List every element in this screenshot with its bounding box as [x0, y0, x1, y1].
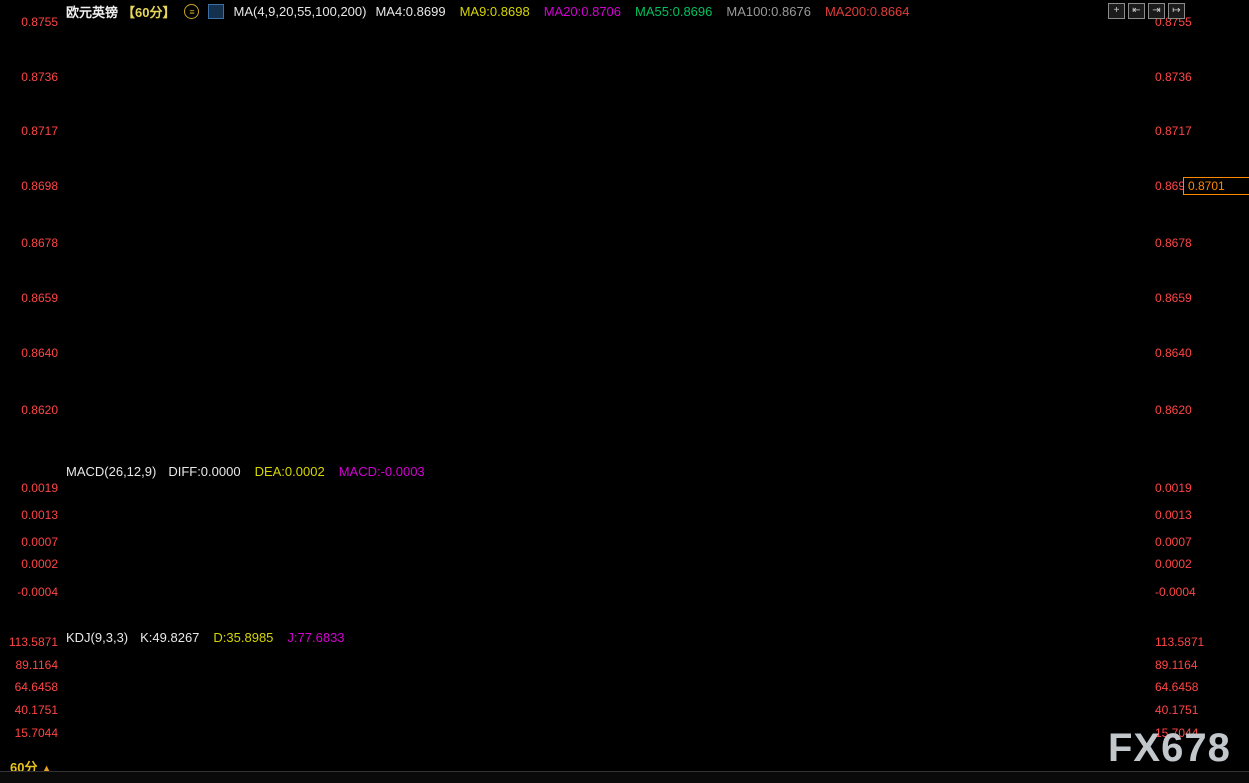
axis-tick-label: 113.5871 [8, 635, 58, 649]
axis-tick-label: 0.0002 [1155, 557, 1192, 572]
axis-tick-label: 0.0007 [1155, 534, 1192, 549]
axis-shift-right-icon[interactable]: ⇥ [1148, 3, 1165, 19]
axis-shift-left-icon[interactable]: ⇤ [1128, 3, 1145, 19]
axis-tick-label: 0.8640 [21, 345, 58, 360]
menu-circle-icon[interactable]: ≡ [184, 4, 200, 19]
period-up-arrow-icon: ▲ [41, 763, 52, 775]
axis-tick-label: 0.0002 [21, 557, 58, 572]
axis-tick-label: 0.8717 [1155, 124, 1192, 139]
kdj-header: KDJ(9,3,3) K:49.8267 D:35.8985 J:77.6833 [66, 630, 345, 645]
axis-tick-label: 0.0019 [1155, 480, 1192, 495]
macd-values: DIFF:0.0000 DEA:0.0002 MACD:-0.0003 [168, 464, 424, 479]
axis-tick-label: 40.1751 [1155, 703, 1199, 718]
ma-value-label: MA55:0.8696 [635, 4, 713, 19]
ma-value-label: MA20:0.8706 [543, 4, 622, 19]
axis-tick-label: 40.1751 [14, 703, 58, 718]
axis-tick-label: 0.8698 [1155, 178, 1192, 193]
kdj-values: K:49.8267 D:35.8985 J:77.6833 [140, 630, 344, 645]
ma-values: MA4:0.8699 MA9:0.8698 MA20:0.8706 MA55:0.86… [375, 4, 909, 19]
ma-value-label: MA200:0.8664 [824, 4, 910, 19]
kdj-value-label: K:49.8267 [140, 630, 200, 645]
axis-tick-label: 0.8736 [21, 69, 58, 84]
axis-tick-label: 15.7044 [1155, 725, 1199, 740]
axis-tick-label: 0.0013 [21, 507, 58, 522]
kdj-value-label: J:77.6833 [287, 630, 345, 645]
watermark-logo: FX678 [1108, 726, 1231, 770]
current-price-box: 0.8701 [1183, 177, 1249, 195]
axis-tick-label: 0.8698 [21, 178, 58, 193]
axis-tick-label: -0.0004 [17, 584, 58, 599]
crosshair-icon[interactable]: + [1108, 3, 1125, 19]
macd-title: MACD(26,12,9) [66, 464, 157, 479]
axis-tick-label: 113.5871 [1155, 635, 1205, 649]
axis-tick-label: 0.0007 [21, 534, 58, 549]
ma-settings-label: MA(4,9,20,55,100,200) [233, 4, 367, 19]
axis-tick-label: 0.8678 [21, 236, 58, 251]
symbol-title: 欧元英镑 [66, 5, 119, 20]
macd-value-label: DIFF:0.0000 [168, 464, 241, 479]
axis-tick-label: 15.7044 [14, 725, 58, 740]
macd-value-label: MACD:-0.0003 [338, 464, 425, 479]
chart-header: 欧元英镑 【60分】 ≡ MA(4,9,20,55,100,200) MA4:0… [66, 3, 910, 20]
bottom-taskbar [0, 771, 1249, 783]
kdj-value-label: D:35.8985 [213, 630, 274, 645]
candlestick-type-icon[interactable] [208, 4, 225, 19]
axis-tick-label: 0.8620 [1155, 402, 1192, 417]
axis-tick-label: 0.8620 [21, 402, 58, 417]
kdj-title: KDJ(9,3,3) [66, 630, 129, 645]
axis-tick-label: 64.6458 [1155, 680, 1199, 695]
axis-tick-label: 0.8755 [21, 15, 58, 29]
axis-tick-label: 89.1164 [1155, 657, 1198, 672]
ma-value-label: MA4:0.8699 [375, 4, 446, 19]
axis-tick-label: 64.6458 [14, 680, 58, 695]
axis-tick-label: 0.8736 [1155, 69, 1192, 84]
macd-value-label: DEA:0.0002 [254, 464, 325, 479]
axis-tick-label: 0.8640 [1155, 345, 1192, 360]
ma-value-label: MA100:0.8676 [726, 4, 811, 19]
axis-tick-label: -0.0004 [1155, 584, 1196, 599]
axis-tick-label: 0.8659 [21, 290, 58, 305]
period-label: 【60分】 [122, 5, 176, 20]
axis-tick-label: 0.8717 [21, 124, 58, 139]
ma-value-label: MA9:0.8698 [459, 4, 530, 19]
axis-tick-label: 0.0013 [1155, 507, 1192, 522]
axis-tick-label: 0.8678 [1155, 236, 1192, 251]
axis-tick-label: 89.1164 [15, 657, 59, 672]
macd-header: MACD(26,12,9) DIFF:0.0000 DEA:0.0002 MACD:… [66, 464, 425, 479]
exit-right-icon[interactable]: ↦ [1168, 3, 1185, 19]
axis-tick-label: 0.8659 [1155, 290, 1192, 305]
axis-tick-label: 0.0019 [21, 480, 58, 495]
chart-toolbar: + ⇤ ⇥ ↦ [1108, 3, 1185, 19]
